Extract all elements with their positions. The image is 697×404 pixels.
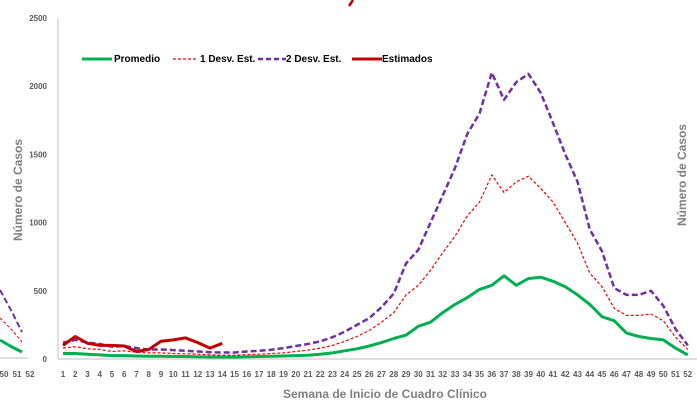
x-tick-44: 44 bbox=[585, 370, 594, 379]
x-tick-33: 33 bbox=[451, 370, 460, 379]
legend-item-1sd: 1 Desv. Est. bbox=[173, 54, 256, 65]
x-tick-18: 18 bbox=[267, 370, 276, 379]
x-tick-16: 16 bbox=[242, 370, 251, 379]
left-x-tick-51: 51 bbox=[13, 370, 22, 379]
x-tick-9: 9 bbox=[159, 370, 164, 379]
x-tick-10: 10 bbox=[169, 370, 178, 379]
left-partial-x-ticks: 50 51 52 bbox=[0, 370, 35, 379]
legend: Promedio 1 Desv. Est. 2 Desv. Est. Estim… bbox=[82, 54, 433, 65]
x-axis-title: Semana de Inicio de Cuadro Clínico bbox=[283, 387, 487, 401]
legend-label-promedio: Promedio bbox=[114, 54, 160, 65]
x-tick-43: 43 bbox=[573, 370, 582, 379]
left-x-tick-52: 52 bbox=[26, 370, 35, 379]
x-tick-48: 48 bbox=[634, 370, 643, 379]
x-tick-52: 52 bbox=[683, 370, 692, 379]
series-line-promedio bbox=[63, 274, 689, 359]
series-line-estimados bbox=[62, 335, 223, 353]
x-tick-11: 11 bbox=[181, 370, 190, 379]
x-tick-19: 19 bbox=[279, 370, 288, 379]
x-tick-12: 12 bbox=[193, 370, 202, 379]
x-tick-45: 45 bbox=[598, 370, 607, 379]
x-tick-14: 14 bbox=[218, 370, 227, 379]
x-tick-7: 7 bbox=[134, 370, 139, 379]
x-tick-1: 1 bbox=[61, 370, 66, 379]
title-fragment bbox=[347, 0, 355, 7]
x-tick-3: 3 bbox=[85, 370, 90, 379]
x-tick-17: 17 bbox=[255, 370, 264, 379]
left-partial-2sd-line bbox=[0, 289, 23, 333]
y-tick-1000: 1000 bbox=[29, 219, 47, 228]
x-tick-15: 15 bbox=[230, 370, 239, 379]
x-tick-38: 38 bbox=[512, 370, 521, 379]
series-lines bbox=[62, 71, 689, 359]
legend-item-estimados: Estimados bbox=[352, 54, 433, 65]
x-tick-47: 47 bbox=[622, 370, 631, 379]
y-tick-0: 0 bbox=[43, 355, 48, 364]
x-tick-32: 32 bbox=[438, 370, 447, 379]
x-tick-28: 28 bbox=[389, 370, 398, 379]
legend-label-estimados: Estimados bbox=[382, 54, 433, 65]
x-tick-22: 22 bbox=[316, 370, 325, 379]
x-tick-23: 23 bbox=[328, 370, 337, 379]
x-tick-49: 49 bbox=[647, 370, 656, 379]
x-tick-6: 6 bbox=[122, 370, 127, 379]
x-tick-8: 8 bbox=[147, 370, 152, 379]
y-tick-2500: 2500 bbox=[29, 14, 47, 23]
left-x-tick-50: 50 bbox=[0, 370, 9, 379]
x-tick-29: 29 bbox=[402, 370, 411, 379]
x-tick-34: 34 bbox=[463, 370, 472, 379]
x-tick-5: 5 bbox=[110, 370, 115, 379]
left-partial-1sd-line bbox=[0, 317, 23, 343]
x-tick-2: 2 bbox=[73, 370, 78, 379]
x-tick-20: 20 bbox=[291, 370, 300, 379]
legend-item-2sd: 2 Desv. Est. bbox=[258, 54, 342, 65]
series-line-1-desv-est bbox=[62, 174, 689, 356]
left-partial-mean-line bbox=[0, 338, 23, 354]
x-tick-41: 41 bbox=[549, 370, 558, 379]
y-axis-title-right: Número de Casos bbox=[675, 124, 689, 226]
x-tick-50: 50 bbox=[659, 370, 668, 379]
x-tick-51: 51 bbox=[671, 370, 680, 379]
x-tick-40: 40 bbox=[536, 370, 545, 379]
x-tick-39: 39 bbox=[524, 370, 533, 379]
legend-label-2sd: 2 Desv. Est. bbox=[286, 54, 342, 65]
y-tick-1500: 1500 bbox=[29, 150, 47, 159]
series-line-2-desv-est bbox=[62, 71, 689, 354]
y-axis-title: Número de Casos bbox=[11, 139, 25, 241]
x-tick-37: 37 bbox=[500, 370, 509, 379]
legend-label-1sd: 1 Desv. Est. bbox=[200, 54, 256, 65]
x-tick-26: 26 bbox=[365, 370, 374, 379]
legend-item-promedio: Promedio bbox=[82, 54, 160, 65]
y-tick-500: 500 bbox=[34, 287, 48, 296]
x-tick-24: 24 bbox=[340, 370, 349, 379]
x-tick-31: 31 bbox=[426, 370, 435, 379]
x-tick-30: 30 bbox=[414, 370, 423, 379]
x-tick-13: 13 bbox=[206, 370, 215, 379]
x-tick-4: 4 bbox=[98, 370, 103, 379]
left-partial-chart: 50 51 52 bbox=[0, 289, 35, 379]
x-tick-35: 35 bbox=[475, 370, 484, 379]
x-tick-27: 27 bbox=[377, 370, 386, 379]
x-tick-25: 25 bbox=[353, 370, 362, 379]
x-tick-42: 42 bbox=[561, 370, 570, 379]
y-tick-labels: 0 500 1000 1500 2000 2500 bbox=[29, 14, 47, 364]
x-tick-46: 46 bbox=[610, 370, 619, 379]
x-tick-labels: 1 2 3 4 5 6 7 8 9 10 11 12 13 14 15 16 17 18 19 20 21 22 23 24 2… bbox=[61, 370, 693, 379]
x-tick-36: 36 bbox=[487, 370, 496, 379]
x-tick-21: 21 bbox=[304, 370, 313, 379]
y-tick-2000: 2000 bbox=[29, 82, 47, 91]
